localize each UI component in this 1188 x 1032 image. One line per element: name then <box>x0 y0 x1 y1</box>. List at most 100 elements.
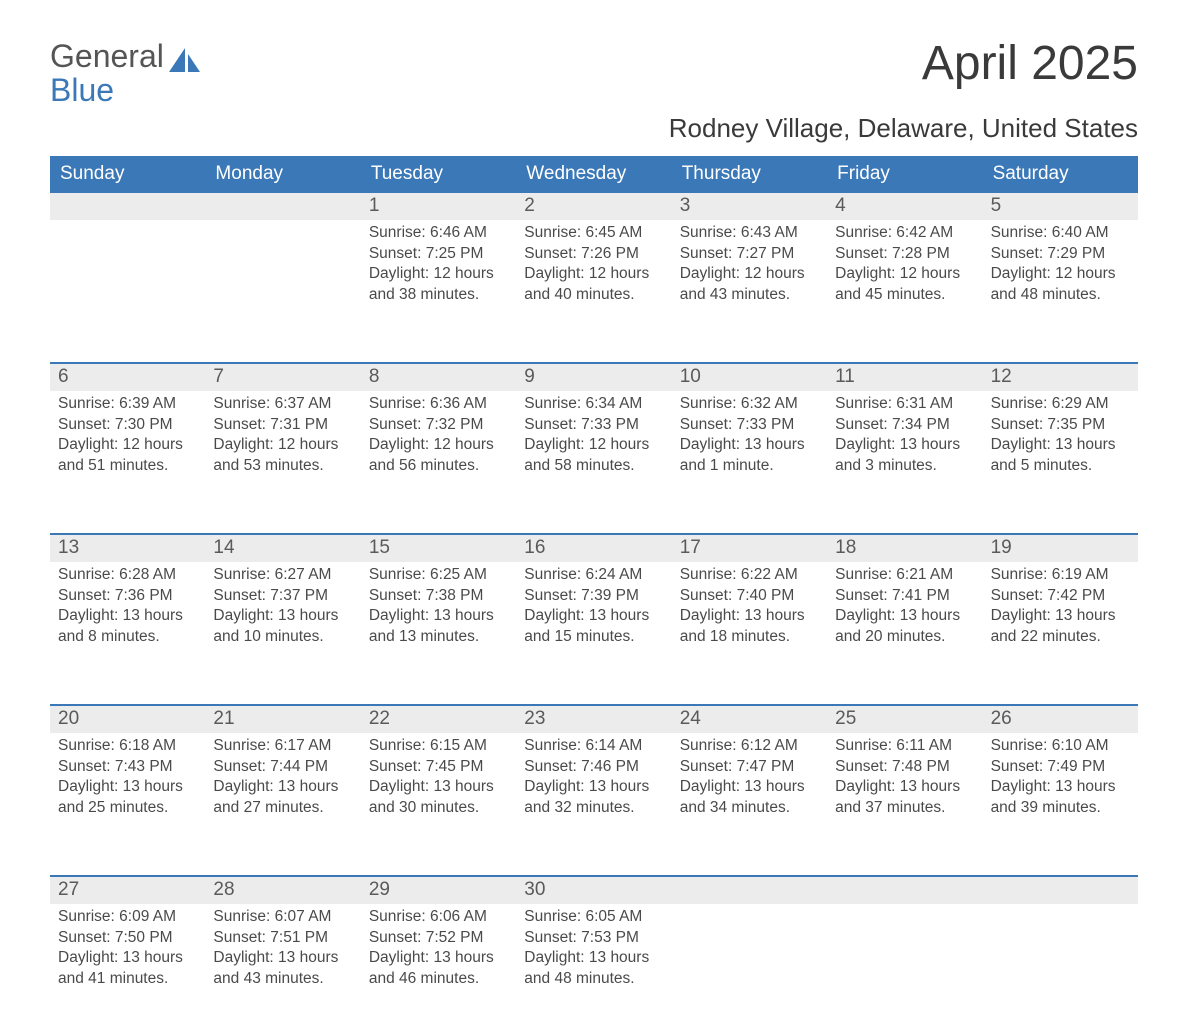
sunrise-text: Sunrise: 6:31 AM <box>835 394 974 414</box>
daylight-text: Daylight: 13 hours and 46 minutes. <box>369 948 508 989</box>
daylight-text: Daylight: 12 hours and 43 minutes. <box>680 264 819 305</box>
sunset-text: Sunset: 7:45 PM <box>369 757 508 777</box>
cell-body <box>205 220 360 223</box>
calendar-cell: Sunrise: 6:37 AMSunset: 7:31 PMDaylight:… <box>205 391 360 519</box>
cell-body: Sunrise: 6:29 AMSunset: 7:35 PMDaylight:… <box>983 391 1138 476</box>
weekday-header: Monday <box>205 156 360 193</box>
day-number: 28 <box>205 877 360 904</box>
day-number: 16 <box>516 535 671 562</box>
calendar-cell: Sunrise: 6:06 AMSunset: 7:52 PMDaylight:… <box>361 904 516 1032</box>
sunrise-text: Sunrise: 6:12 AM <box>680 736 819 756</box>
weekday-header: Sunday <box>50 156 205 193</box>
day-number <box>983 877 1138 904</box>
daylight-text: Daylight: 13 hours and 34 minutes. <box>680 777 819 818</box>
sunrise-text: Sunrise: 6:18 AM <box>58 736 197 756</box>
day-number: 4 <box>827 193 982 220</box>
day-number: 11 <box>827 364 982 391</box>
sunset-text: Sunset: 7:35 PM <box>991 415 1130 435</box>
calendar-cell: Sunrise: 6:19 AMSunset: 7:42 PMDaylight:… <box>983 562 1138 690</box>
sunset-text: Sunset: 7:42 PM <box>991 586 1130 606</box>
cell-body: Sunrise: 6:31 AMSunset: 7:34 PMDaylight:… <box>827 391 982 476</box>
calendar-cell: Sunrise: 6:09 AMSunset: 7:50 PMDaylight:… <box>50 904 205 1032</box>
daylight-text: Daylight: 13 hours and 13 minutes. <box>369 606 508 647</box>
sunrise-text: Sunrise: 6:34 AM <box>524 394 663 414</box>
calendar-cell: Sunrise: 6:17 AMSunset: 7:44 PMDaylight:… <box>205 733 360 861</box>
sunrise-text: Sunrise: 6:28 AM <box>58 565 197 585</box>
calendar-cell: Sunrise: 6:18 AMSunset: 7:43 PMDaylight:… <box>50 733 205 861</box>
brand-line1: General <box>50 38 164 74</box>
sunset-text: Sunset: 7:34 PM <box>835 415 974 435</box>
cell-body: Sunrise: 6:15 AMSunset: 7:45 PMDaylight:… <box>361 733 516 818</box>
day-number: 25 <box>827 706 982 733</box>
sunrise-text: Sunrise: 6:19 AM <box>991 565 1130 585</box>
cell-body: Sunrise: 6:18 AMSunset: 7:43 PMDaylight:… <box>50 733 205 818</box>
daylight-text: Daylight: 12 hours and 48 minutes. <box>991 264 1130 305</box>
cell-body: Sunrise: 6:07 AMSunset: 7:51 PMDaylight:… <box>205 904 360 989</box>
daynum-strip: 20212223242526 <box>50 706 1138 733</box>
week-block: 6789101112Sunrise: 6:39 AMSunset: 7:30 P… <box>50 362 1138 519</box>
sunset-text: Sunset: 7:48 PM <box>835 757 974 777</box>
daylight-text: Daylight: 13 hours and 32 minutes. <box>524 777 663 818</box>
daylight-text: Daylight: 12 hours and 58 minutes. <box>524 435 663 476</box>
cell-body: Sunrise: 6:46 AMSunset: 7:25 PMDaylight:… <box>361 220 516 305</box>
week-row: Sunrise: 6:18 AMSunset: 7:43 PMDaylight:… <box>50 733 1138 861</box>
cell-body: Sunrise: 6:28 AMSunset: 7:36 PMDaylight:… <box>50 562 205 647</box>
cell-body: Sunrise: 6:32 AMSunset: 7:33 PMDaylight:… <box>672 391 827 476</box>
sunrise-text: Sunrise: 6:07 AM <box>213 907 352 927</box>
sunrise-text: Sunrise: 6:25 AM <box>369 565 508 585</box>
daylight-text: Daylight: 12 hours and 45 minutes. <box>835 264 974 305</box>
calendar-cell: Sunrise: 6:12 AMSunset: 7:47 PMDaylight:… <box>672 733 827 861</box>
sunrise-text: Sunrise: 6:29 AM <box>991 394 1130 414</box>
calendar-cell: Sunrise: 6:21 AMSunset: 7:41 PMDaylight:… <box>827 562 982 690</box>
daylight-text: Daylight: 12 hours and 51 minutes. <box>58 435 197 476</box>
day-number: 8 <box>361 364 516 391</box>
cell-body: Sunrise: 6:45 AMSunset: 7:26 PMDaylight:… <box>516 220 671 305</box>
cell-body: Sunrise: 6:25 AMSunset: 7:38 PMDaylight:… <box>361 562 516 647</box>
daylight-text: Daylight: 13 hours and 22 minutes. <box>991 606 1130 647</box>
weekday-header: Friday <box>827 156 982 193</box>
sunrise-text: Sunrise: 6:15 AM <box>369 736 508 756</box>
daylight-text: Daylight: 13 hours and 27 minutes. <box>213 777 352 818</box>
calendar-cell: Sunrise: 6:34 AMSunset: 7:33 PMDaylight:… <box>516 391 671 519</box>
daylight-text: Daylight: 13 hours and 30 minutes. <box>369 777 508 818</box>
week-row: Sunrise: 6:39 AMSunset: 7:30 PMDaylight:… <box>50 391 1138 519</box>
calendar-cell <box>672 904 827 1032</box>
location-subtitle: Rodney Village, Delaware, United States <box>50 113 1138 144</box>
sunset-text: Sunset: 7:38 PM <box>369 586 508 606</box>
week-block: 13141516171819Sunrise: 6:28 AMSunset: 7:… <box>50 533 1138 690</box>
calendar-cell: Sunrise: 6:32 AMSunset: 7:33 PMDaylight:… <box>672 391 827 519</box>
sunrise-text: Sunrise: 6:10 AM <box>991 736 1130 756</box>
cell-body: Sunrise: 6:10 AMSunset: 7:49 PMDaylight:… <box>983 733 1138 818</box>
day-number: 18 <box>827 535 982 562</box>
sunrise-text: Sunrise: 6:21 AM <box>835 565 974 585</box>
cell-body: Sunrise: 6:11 AMSunset: 7:48 PMDaylight:… <box>827 733 982 818</box>
day-number: 15 <box>361 535 516 562</box>
cell-body: Sunrise: 6:05 AMSunset: 7:53 PMDaylight:… <box>516 904 671 989</box>
cell-body: Sunrise: 6:09 AMSunset: 7:50 PMDaylight:… <box>50 904 205 989</box>
cell-body <box>672 904 827 907</box>
daylight-text: Daylight: 13 hours and 3 minutes. <box>835 435 974 476</box>
day-number: 19 <box>983 535 1138 562</box>
sunset-text: Sunset: 7:41 PM <box>835 586 974 606</box>
calendar-cell: Sunrise: 6:05 AMSunset: 7:53 PMDaylight:… <box>516 904 671 1032</box>
cell-body: Sunrise: 6:42 AMSunset: 7:28 PMDaylight:… <box>827 220 982 305</box>
sunset-text: Sunset: 7:26 PM <box>524 244 663 264</box>
day-number: 24 <box>672 706 827 733</box>
calendar-cell: Sunrise: 6:36 AMSunset: 7:32 PMDaylight:… <box>361 391 516 519</box>
day-number: 1 <box>361 193 516 220</box>
daylight-text: Daylight: 13 hours and 8 minutes. <box>58 606 197 647</box>
day-number: 2 <box>516 193 671 220</box>
calendar-cell: Sunrise: 6:25 AMSunset: 7:38 PMDaylight:… <box>361 562 516 690</box>
sunrise-text: Sunrise: 6:14 AM <box>524 736 663 756</box>
sunset-text: Sunset: 7:53 PM <box>524 928 663 948</box>
week-row: Sunrise: 6:09 AMSunset: 7:50 PMDaylight:… <box>50 904 1138 1032</box>
sunrise-text: Sunrise: 6:42 AM <box>835 223 974 243</box>
cell-body: Sunrise: 6:40 AMSunset: 7:29 PMDaylight:… <box>983 220 1138 305</box>
weekday-header: Saturday <box>983 156 1138 193</box>
calendar-cell: Sunrise: 6:10 AMSunset: 7:49 PMDaylight:… <box>983 733 1138 861</box>
calendar-cell: Sunrise: 6:43 AMSunset: 7:27 PMDaylight:… <box>672 220 827 348</box>
daylight-text: Daylight: 12 hours and 38 minutes. <box>369 264 508 305</box>
calendar-cell: Sunrise: 6:42 AMSunset: 7:28 PMDaylight:… <box>827 220 982 348</box>
brand-logo: General Blue <box>50 40 202 107</box>
sunrise-text: Sunrise: 6:05 AM <box>524 907 663 927</box>
